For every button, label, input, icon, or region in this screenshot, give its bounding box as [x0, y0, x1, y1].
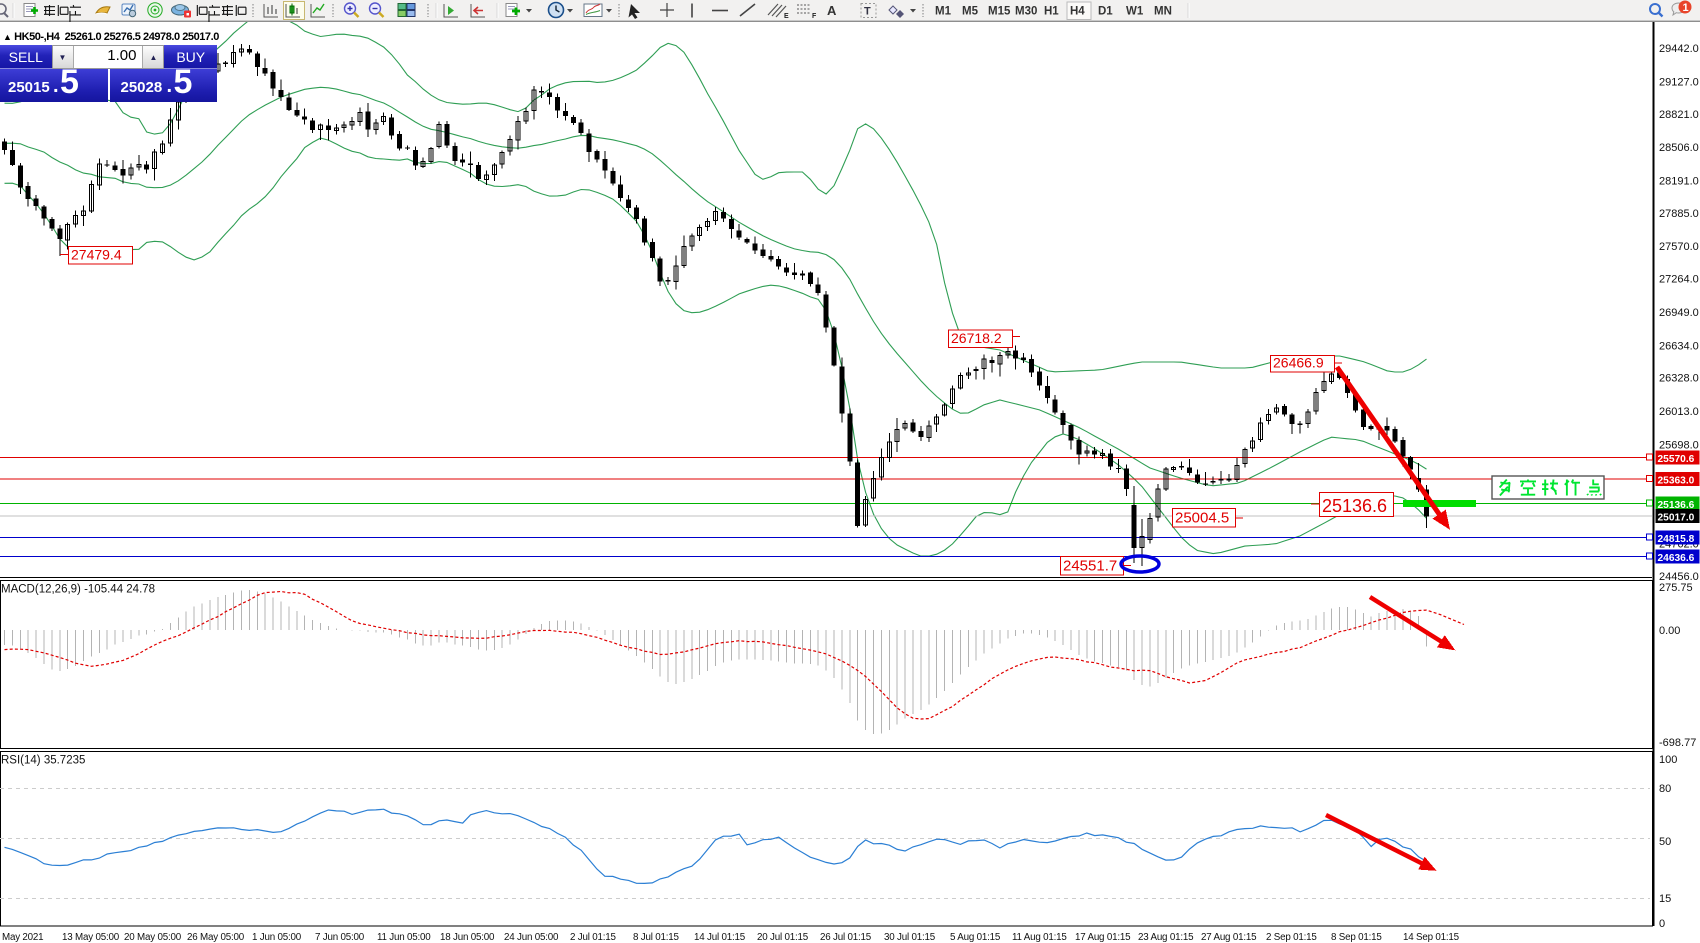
svg-text:25004.5: 25004.5 — [1175, 510, 1229, 527]
svg-text:W1: W1 — [1126, 6, 1144, 18]
svg-text:20 Jul 01:15: 20 Jul 01:15 — [757, 932, 809, 943]
svg-text:D1: D1 — [1098, 6, 1113, 18]
svg-text:M5: M5 — [962, 6, 979, 18]
svg-text:M15: M15 — [988, 6, 1011, 18]
svg-text:24 Jun 05:00: 24 Jun 05:00 — [504, 932, 559, 943]
svg-text:F: F — [812, 13, 817, 20]
svg-text:14 Jul 01:15: 14 Jul 01:15 — [694, 932, 746, 943]
svg-text:26718.2: 26718.2 — [951, 330, 1002, 346]
svg-text:26 May 05:00: 26 May 05:00 — [187, 932, 245, 943]
svg-text:11 Jun 05:00: 11 Jun 05:00 — [377, 932, 431, 943]
svg-text:17 Aug 01:15: 17 Aug 01:15 — [1075, 932, 1131, 943]
svg-text:30 Jul 01:15: 30 Jul 01:15 — [884, 932, 936, 943]
svg-text:27885.0: 27885.0 — [1659, 208, 1699, 220]
svg-text:M1: M1 — [935, 6, 952, 18]
svg-text:29442.0: 29442.0 — [1659, 43, 1699, 55]
svg-text:2 Sep 01:15: 2 Sep 01:15 — [1266, 932, 1317, 943]
svg-text:M30: M30 — [1015, 6, 1037, 18]
svg-text:25136.6: 25136.6 — [1658, 500, 1695, 511]
svg-text:27 Aug 01:15: 27 Aug 01:15 — [1201, 932, 1257, 943]
svg-text:8 Sep 01:15: 8 Sep 01:15 — [1331, 932, 1382, 943]
svg-text:24815.8: 24815.8 — [1658, 534, 1695, 545]
svg-text:27570.0: 27570.0 — [1659, 241, 1699, 253]
svg-text:50: 50 — [1659, 836, 1671, 848]
svg-text:26466.9: 26466.9 — [1273, 355, 1324, 371]
svg-text:25570.6: 25570.6 — [1658, 454, 1695, 465]
svg-text:E: E — [784, 13, 789, 20]
svg-text:26634.0: 26634.0 — [1659, 340, 1699, 352]
svg-text:18 Jun 05:00: 18 Jun 05:00 — [440, 932, 495, 943]
svg-text:A: A — [827, 3, 837, 18]
svg-text:2 Jul 01:15: 2 Jul 01:15 — [570, 932, 616, 943]
svg-text:27479.4: 27479.4 — [71, 247, 122, 263]
svg-text:5 Aug 01:15: 5 Aug 01:15 — [950, 932, 1001, 943]
svg-text:T: T — [864, 6, 871, 18]
svg-text:8 Jul 01:15: 8 Jul 01:15 — [633, 932, 679, 943]
svg-text:26 Jul 01:15: 26 Jul 01:15 — [820, 932, 872, 943]
svg-text:14 Sep 01:15: 14 Sep 01:15 — [1403, 932, 1460, 943]
svg-text:26328.0: 26328.0 — [1659, 373, 1699, 385]
svg-text:MACD(12,26,9) -105.44 24.78: MACD(12,26,9) -105.44 24.78 — [1, 584, 155, 596]
svg-text:25698.0: 25698.0 — [1659, 439, 1699, 451]
svg-text:25136.6: 25136.6 — [1322, 496, 1387, 516]
svg-text:15: 15 — [1659, 893, 1671, 905]
svg-text:0: 0 — [1659, 918, 1665, 930]
svg-text:28821.0: 28821.0 — [1659, 109, 1699, 121]
svg-text:1: 1 — [1683, 2, 1689, 14]
svg-text:100: 100 — [1659, 754, 1677, 766]
svg-text:26949.0: 26949.0 — [1659, 307, 1699, 319]
svg-text:24636.6: 24636.6 — [1658, 553, 1695, 564]
svg-text:25017.0: 25017.0 — [1658, 513, 1695, 524]
svg-text:25363.0: 25363.0 — [1658, 476, 1695, 487]
svg-text:7 Jun 05:00: 7 Jun 05:00 — [315, 932, 365, 943]
svg-text:27264.0: 27264.0 — [1659, 274, 1699, 286]
svg-text:0.00: 0.00 — [1659, 625, 1680, 637]
svg-text:H4: H4 — [1070, 6, 1085, 18]
svg-text:24551.7: 24551.7 — [1063, 558, 1117, 575]
svg-text:H1: H1 — [1044, 6, 1059, 18]
svg-text:23 Aug 01:15: 23 Aug 01:15 — [1138, 932, 1194, 943]
svg-text:20 May 05:00: 20 May 05:00 — [124, 932, 182, 943]
svg-text:May 2021: May 2021 — [2, 932, 43, 943]
svg-text:275.75: 275.75 — [1659, 582, 1693, 594]
svg-text:24456.0: 24456.0 — [1659, 571, 1699, 583]
svg-text:1 Jun 05:00: 1 Jun 05:00 — [252, 932, 302, 943]
svg-text:26013.0: 26013.0 — [1659, 406, 1699, 418]
svg-text:MN: MN — [1154, 6, 1172, 18]
svg-text:13 May 05:00: 13 May 05:00 — [62, 932, 120, 943]
svg-text:-698.77: -698.77 — [1659, 737, 1696, 749]
svg-text:11 Aug 01:15: 11 Aug 01:15 — [1012, 932, 1067, 943]
svg-text:28191.0: 28191.0 — [1659, 176, 1699, 188]
svg-text:RSI(14) 35.7235: RSI(14) 35.7235 — [1, 755, 85, 767]
svg-text:29127.0: 29127.0 — [1659, 76, 1699, 88]
svg-text:28506.0: 28506.0 — [1659, 142, 1699, 154]
svg-text:80: 80 — [1659, 783, 1671, 795]
